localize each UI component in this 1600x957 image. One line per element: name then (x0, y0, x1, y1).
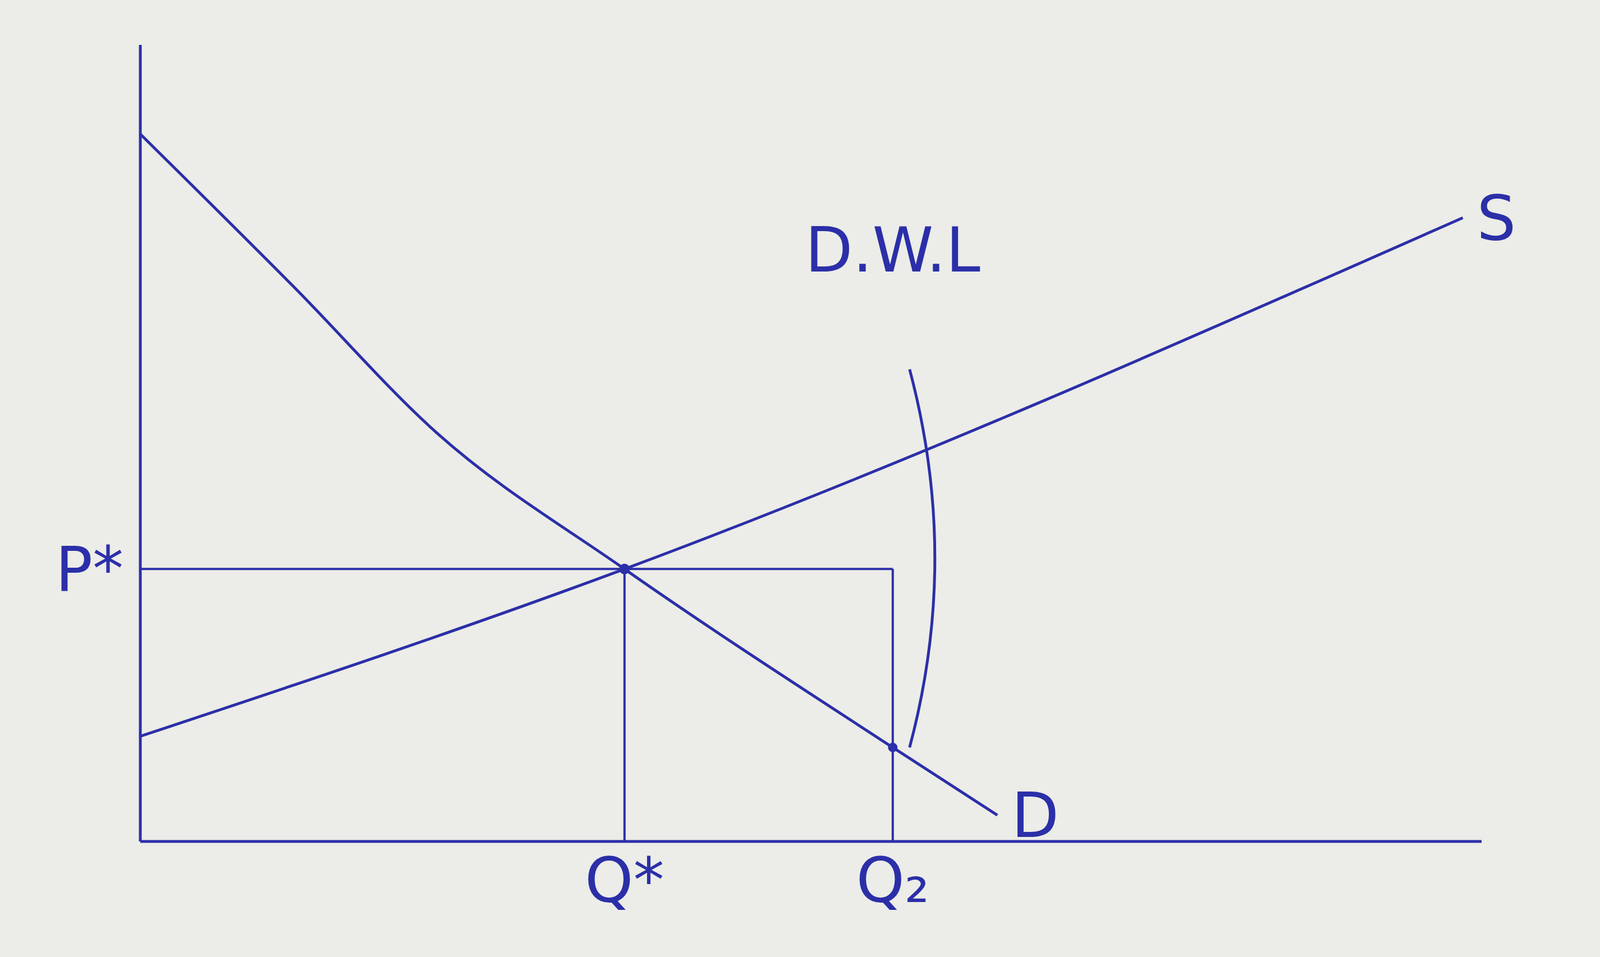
svg-text:D: D (1011, 780, 1059, 852)
svg-text:Q₂: Q₂ (855, 845, 930, 918)
svg-text:P*: P* (55, 533, 124, 606)
svg-text:D.W.L: D.W.L (805, 214, 981, 287)
svg-text:Q*: Q* (584, 845, 665, 918)
svg-text:S: S (1477, 182, 1517, 255)
